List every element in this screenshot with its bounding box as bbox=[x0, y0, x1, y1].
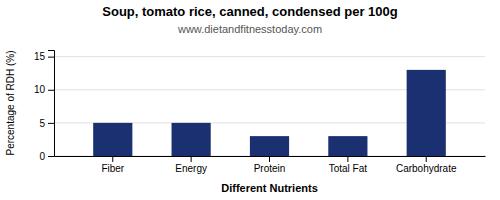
chart-svg: 0 5 10 15 Fiber Energy Protein Total Fat Carbohy… bbox=[0, 0, 500, 200]
y-tick-label: 0 bbox=[39, 151, 45, 162]
y-tick-label: 5 bbox=[39, 118, 45, 129]
x-tick-mark bbox=[347, 156, 348, 162]
x-tick-label: Energy bbox=[175, 163, 207, 174]
x-tick-mark bbox=[426, 156, 427, 162]
y-tick: 15 bbox=[34, 51, 54, 62]
x-tick-label: Carbohydrate bbox=[396, 163, 457, 174]
y-tick: 5 bbox=[39, 118, 54, 129]
y-tick-label: 10 bbox=[34, 84, 46, 95]
x-axis-title: Different Nutrients bbox=[221, 182, 318, 194]
y-tick-mark bbox=[48, 123, 54, 124]
y-tick-mark bbox=[48, 57, 54, 58]
y-tick-mark bbox=[48, 90, 54, 91]
x-tick: Energy bbox=[175, 156, 207, 174]
y-axis: 0 5 10 15 bbox=[34, 51, 55, 162]
subtitle: www.dietandfitnesstoday.com bbox=[177, 23, 322, 35]
x-tick: Total Fat bbox=[329, 156, 368, 174]
x-tick: Protein bbox=[254, 156, 286, 174]
x-tick-mark bbox=[191, 156, 192, 162]
x-tick-mark bbox=[269, 156, 270, 162]
x-tick-label: Protein bbox=[254, 163, 286, 174]
y-tick-label: 15 bbox=[34, 51, 46, 62]
y-tick-mark bbox=[48, 156, 54, 157]
bar bbox=[328, 136, 367, 156]
y-axis-line bbox=[48, 51, 55, 157]
x-tick-label: Total Fat bbox=[329, 163, 368, 174]
title: Soup, tomato rice, canned, condensed per… bbox=[102, 4, 398, 19]
grid bbox=[54, 57, 485, 156]
y-axis-title: Percentage of RDH (%) bbox=[5, 50, 16, 155]
bar bbox=[250, 136, 289, 156]
bar bbox=[407, 70, 446, 156]
grid-line bbox=[54, 56, 485, 57]
chart-container: 0 5 10 15 Fiber Energy Protein Total Fat Carbohy… bbox=[0, 0, 500, 200]
x-tick: Carbohydrate bbox=[396, 156, 457, 174]
y-tick: 10 bbox=[34, 84, 54, 95]
y-tick: 0 bbox=[39, 151, 54, 162]
bar bbox=[93, 123, 132, 156]
bar bbox=[172, 123, 211, 156]
x-tick: Fiber bbox=[101, 156, 124, 174]
x-tick-mark bbox=[112, 156, 113, 162]
plot-area bbox=[93, 70, 446, 156]
x-axis: Fiber Energy Protein Total Fat Carbohydrate bbox=[55, 156, 486, 174]
x-tick-label: Fiber bbox=[101, 163, 124, 174]
